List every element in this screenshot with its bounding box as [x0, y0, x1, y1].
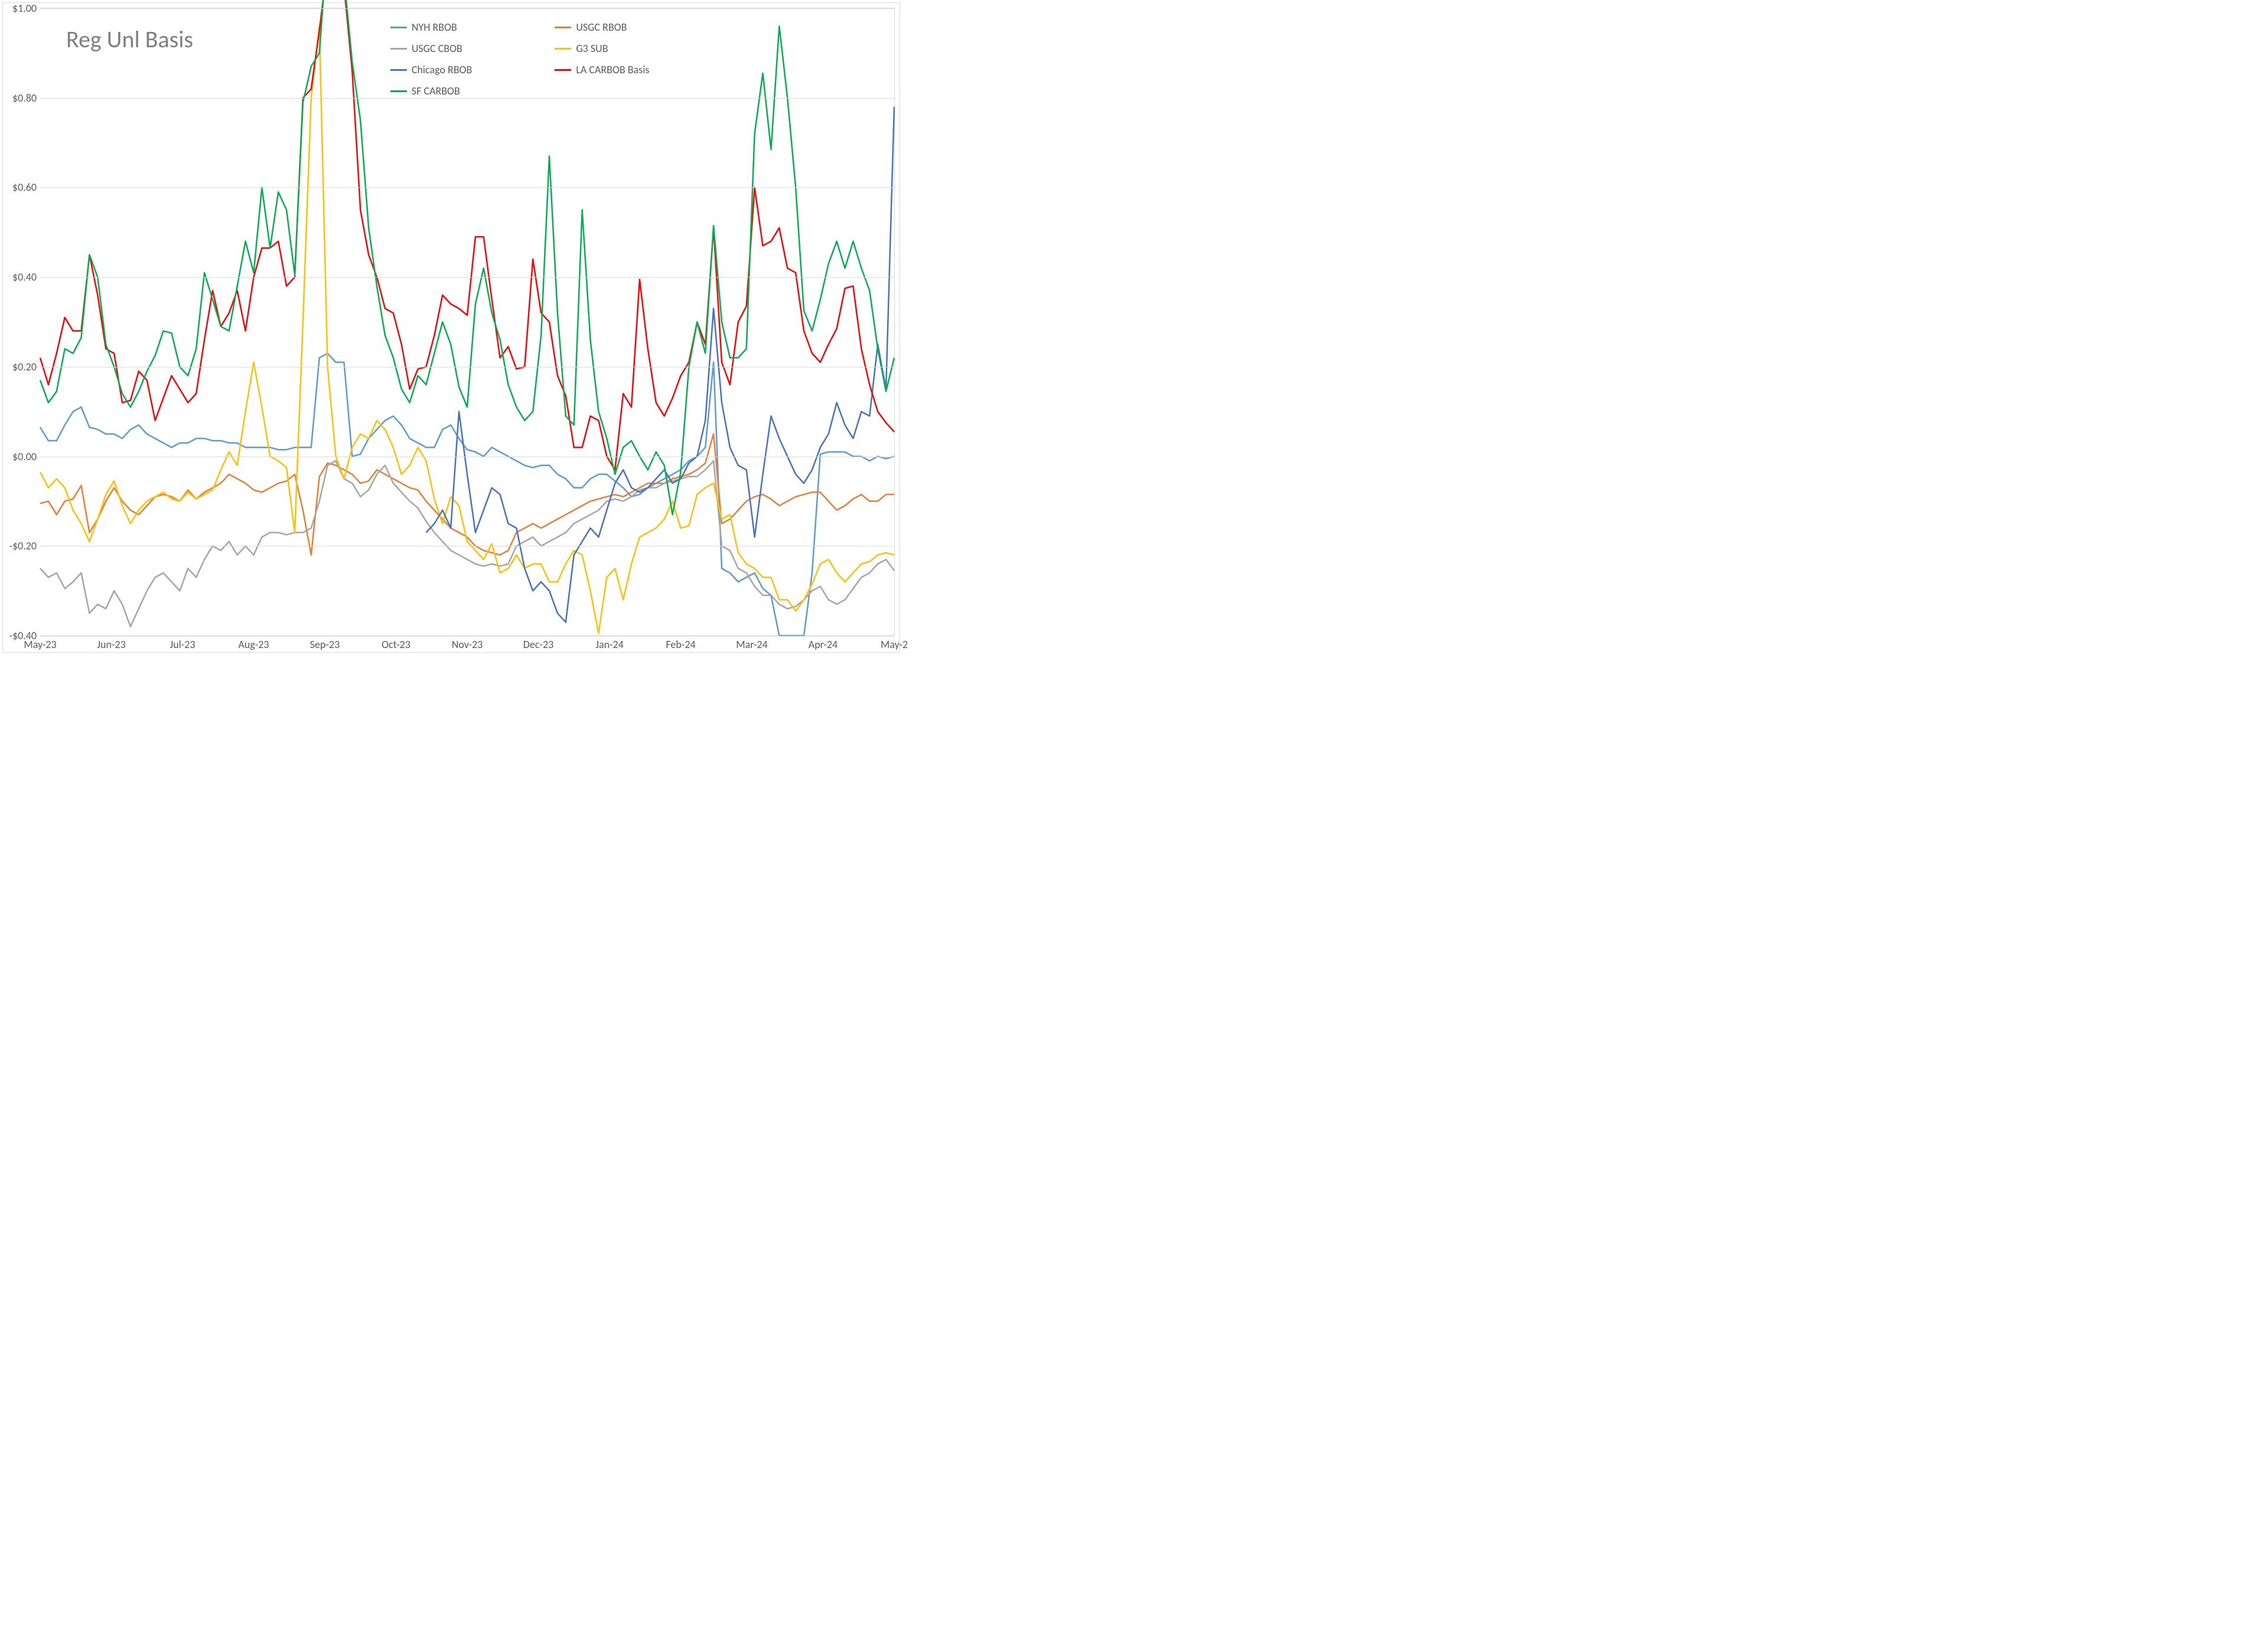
x-axis-label: Apr-24: [809, 636, 838, 651]
legend-item: NYH RBOB: [390, 21, 472, 34]
x-axis-label: Mar-24: [736, 636, 768, 651]
legend-item: G3 SUB: [555, 42, 649, 55]
legend-item: SF CARBOB: [390, 84, 472, 97]
legend-swatch: [390, 90, 407, 92]
x-axis-label: Jun-23: [97, 636, 125, 651]
legend-item: Chicago RBOB: [390, 63, 472, 76]
y-axis-label: $1.00: [12, 2, 40, 15]
legend-item: USGC RBOB: [555, 21, 649, 34]
legend-swatch: [390, 27, 407, 28]
gridline: [40, 187, 894, 188]
legend-swatch: [555, 48, 571, 50]
x-axis-label: Jul-23: [170, 636, 195, 651]
y-axis-label: $0.80: [12, 92, 40, 105]
plot-area: Reg Unl Basis NYH RBOB USGC RBOB USGC CBOB…: [40, 8, 895, 636]
x-axis-label: Oct-23: [382, 636, 410, 651]
chart-container: Reg Unl Basis NYH RBOB USGC RBOB USGC CBOB…: [2, 2, 900, 653]
chart-title: Reg Unl Basis: [66, 25, 193, 54]
legend-label: G3 SUB: [576, 42, 608, 55]
legend-label: NYH RBOB: [412, 21, 457, 34]
legend-item: LA CARBOB Basis: [555, 63, 649, 76]
x-axis-label: Jan-24: [595, 636, 624, 651]
series-line: [40, 26, 894, 633]
legend-swatch: [390, 48, 407, 50]
series-line: [40, 353, 894, 636]
y-axis-label: $0.60: [12, 181, 40, 194]
y-axis-label: -$0.20: [9, 539, 40, 552]
series-line: [40, 461, 894, 627]
x-axis-label: Aug-23: [238, 636, 269, 651]
legend-label: SF CARBOB: [412, 84, 460, 97]
gridline: [40, 8, 894, 9]
x-axis-label: Feb-24: [666, 636, 695, 651]
series-line: [426, 107, 894, 622]
line-series-layer: [40, 8, 894, 636]
legend: NYH RBOB USGC RBOB USGC CBOB G3 SUB Chicago …: [390, 21, 650, 97]
legend-label: Chicago RBOB: [412, 63, 472, 76]
y-axis-label: $0.00: [12, 450, 40, 463]
x-axis-label: May-2: [881, 636, 908, 651]
x-axis-label: Dec-23: [523, 636, 553, 651]
x-axis-label: Nov-23: [452, 636, 483, 651]
legend-label: USGC RBOB: [576, 21, 627, 34]
x-axis-label: Sep-23: [310, 636, 340, 651]
legend-swatch: [390, 69, 407, 71]
legend-label: LA CARBOB Basis: [576, 63, 649, 76]
y-axis-label: $0.40: [12, 271, 40, 284]
gridline: [40, 98, 894, 99]
y-axis-label: $0.20: [12, 360, 40, 373]
gridline: [40, 277, 894, 278]
legend-swatch: [555, 69, 571, 71]
x-axis-label: May-23: [24, 636, 56, 651]
legend-label: USGC CBOB: [412, 42, 462, 55]
legend-item: USGC CBOB: [390, 42, 472, 55]
legend-swatch: [555, 27, 571, 28]
